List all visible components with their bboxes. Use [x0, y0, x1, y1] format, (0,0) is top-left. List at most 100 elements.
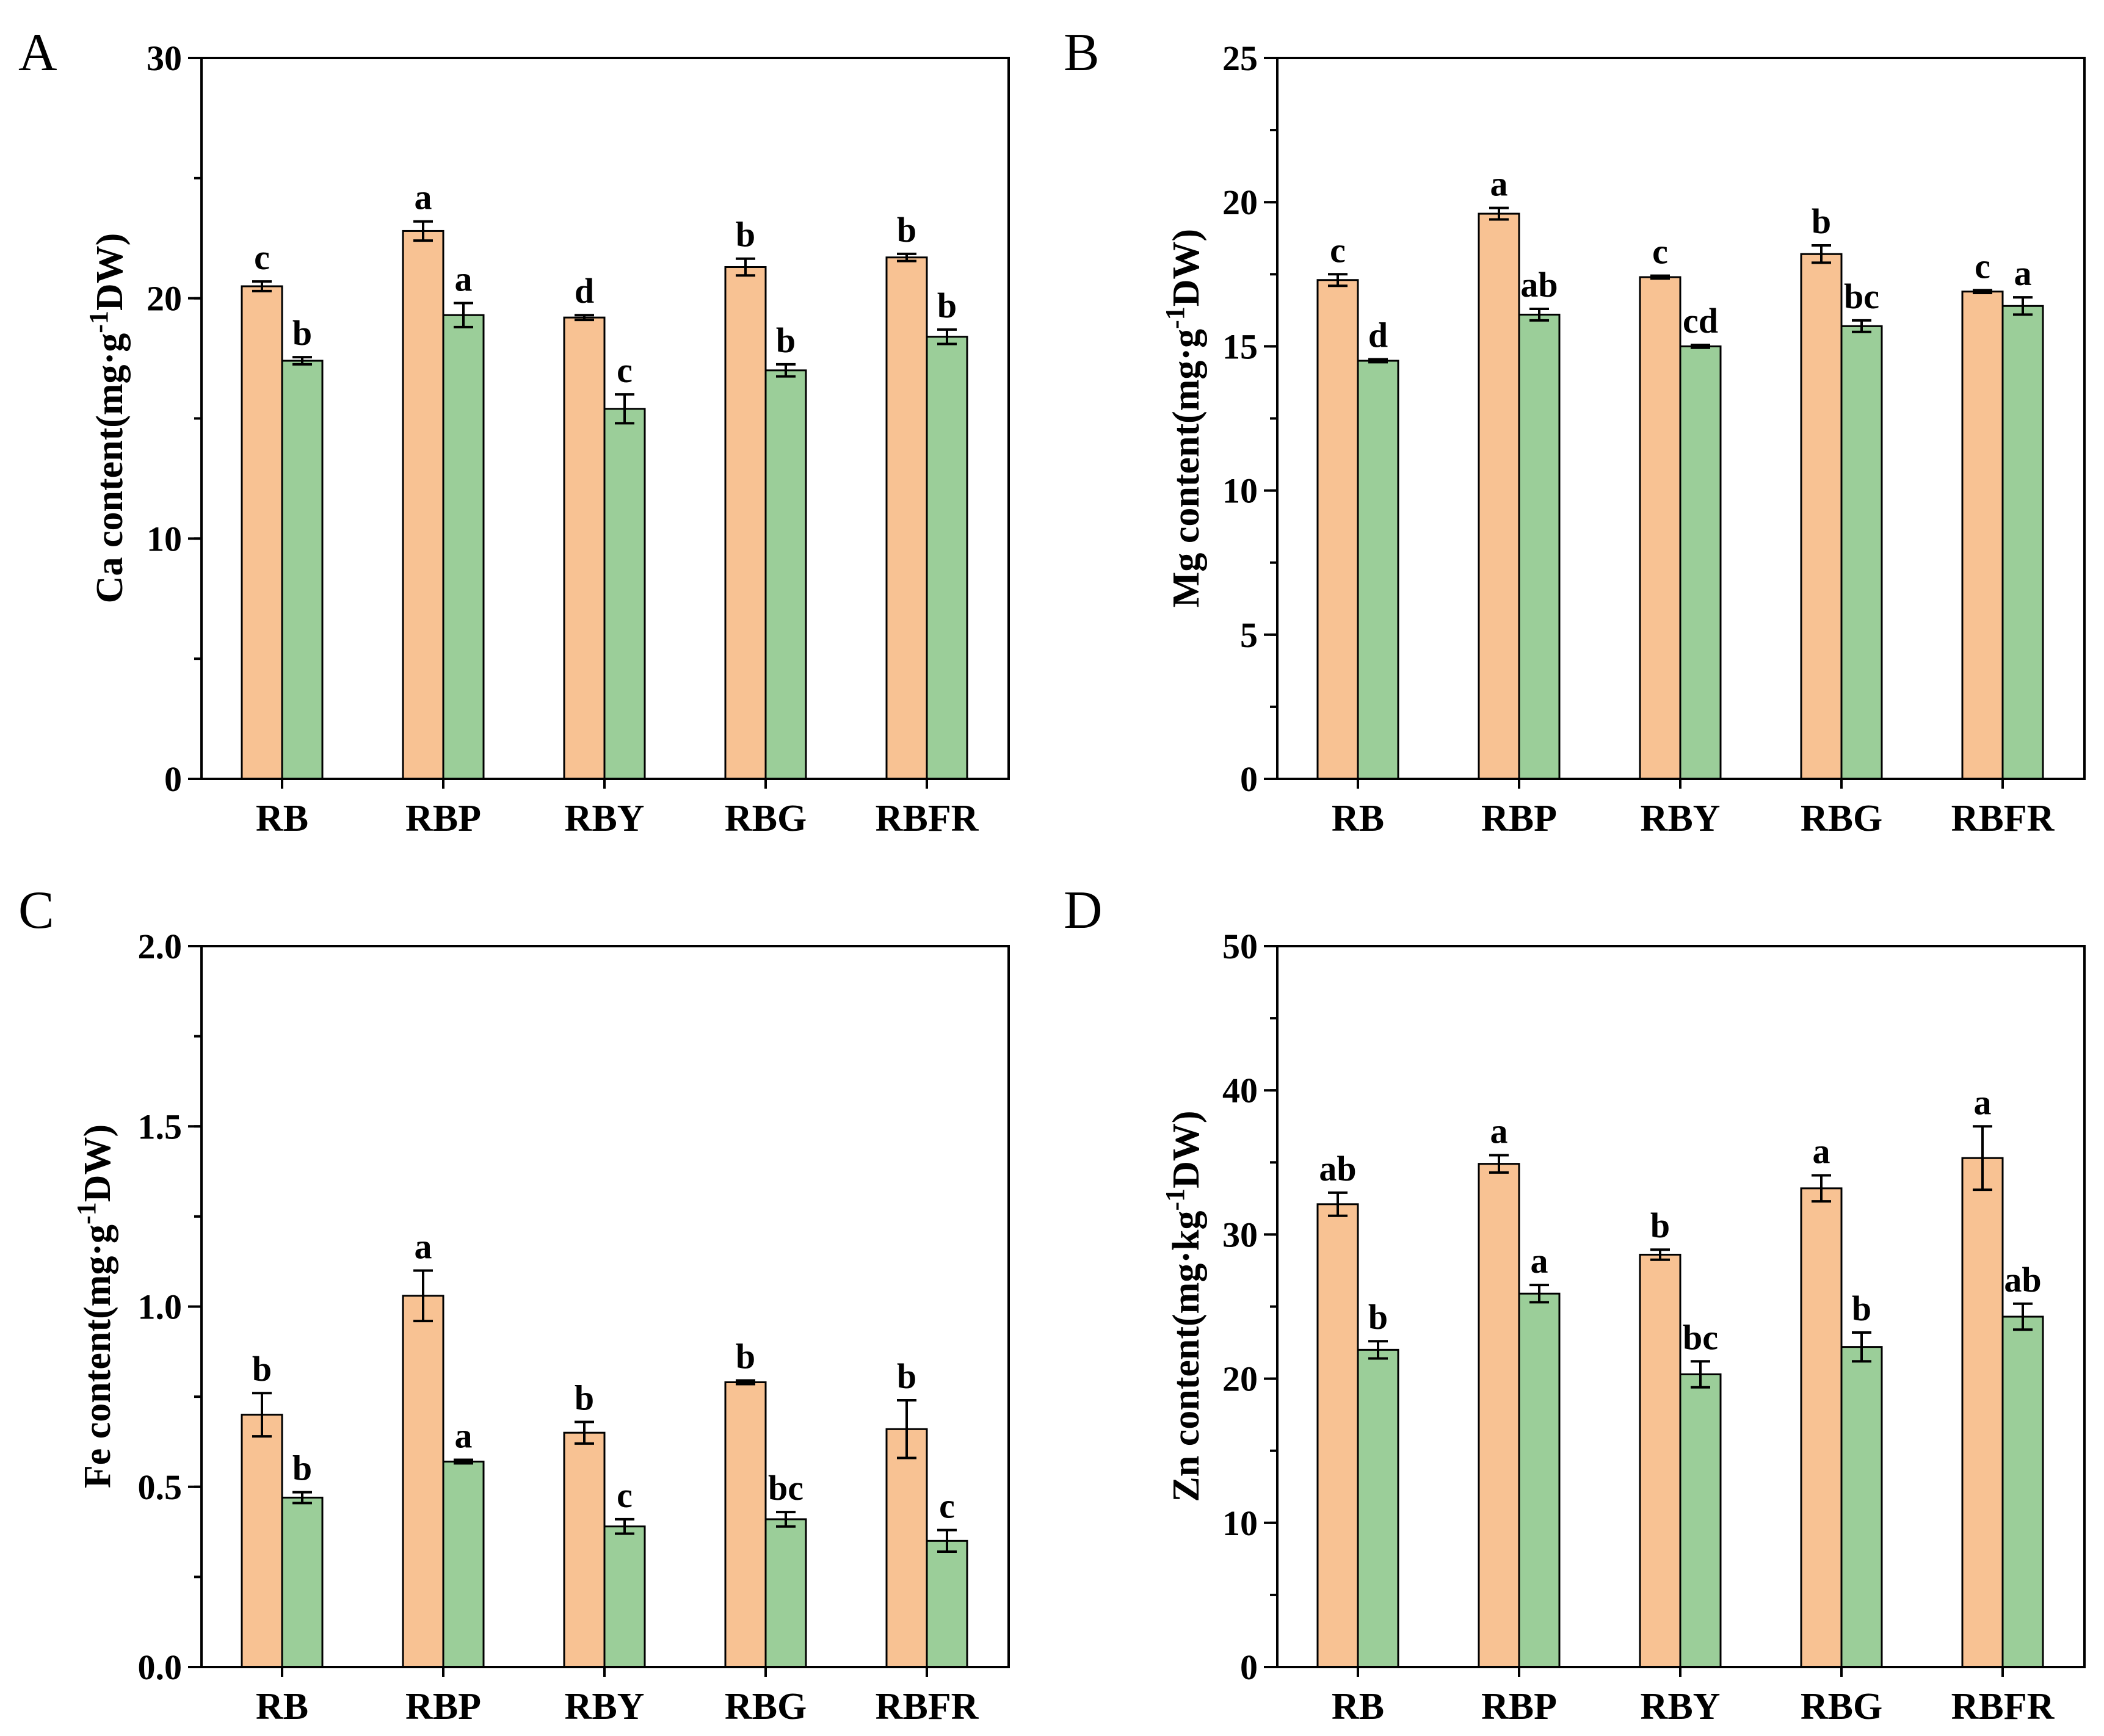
significance-label: b [1812, 201, 1831, 241]
x-tick-label: RBFR [876, 1686, 979, 1727]
bar-rbfr-series-1 [885, 256, 928, 780]
bar-rb-series-1 [1316, 279, 1359, 780]
panel-letter: B [1064, 23, 1100, 82]
bar-rb-series-2 [1357, 360, 1399, 780]
bar-rbp-series-1 [402, 1295, 444, 1668]
panel-letter: C [18, 881, 54, 940]
bar-rby-series-1 [563, 1431, 606, 1668]
bar-rbp-series-1 [1478, 212, 1520, 780]
y-tick-label: 20 [1222, 1359, 1258, 1399]
y-tick-label: 20 [1222, 183, 1258, 222]
panel-letter: D [1064, 881, 1103, 940]
bar-rb-series-1 [241, 285, 283, 780]
significance-label: d [1368, 316, 1388, 355]
bar-rbp-series-1 [1478, 1163, 1520, 1668]
y-axis-title: Zn content(mg·kg-1DW) [1160, 1110, 1207, 1502]
x-tick-label: RBG [725, 798, 807, 839]
bar-rbp-series-2 [1518, 313, 1561, 780]
significance-label: b [897, 210, 916, 250]
y-axis-title-unit: DW) [1166, 229, 1207, 306]
significance-label: ab [1520, 265, 1558, 305]
bar-rb-series-1 [241, 1414, 283, 1668]
significance-label: a [1490, 164, 1508, 204]
significance-label: c [254, 237, 270, 277]
x-tick-label: RBP [1481, 798, 1557, 839]
bar-rb-series-2 [1357, 1348, 1399, 1668]
bar-rbg-series-2 [1840, 1346, 1883, 1668]
bar-rbg-series-2 [1840, 325, 1883, 780]
x-tick-label: RBFR [876, 798, 979, 839]
x-tick-label: RB [256, 798, 308, 839]
x-tick-label: RBY [565, 1686, 645, 1727]
significance-label: b [1368, 1297, 1388, 1337]
significance-label: d [575, 271, 594, 311]
panel-d: DZn content(mg·kg-1DW) abbRBaaRBPbbcRBYab… [1064, 881, 2086, 1727]
x-tick-label: RBY [565, 798, 645, 839]
significance-label: c [939, 1486, 955, 1526]
significance-label: b [736, 1337, 755, 1376]
plot-frame [1276, 945, 2086, 1668]
x-tick-label: RB [256, 1686, 308, 1727]
significance-label: b [292, 1448, 312, 1488]
bar-rby-series-2 [603, 1525, 646, 1668]
significance-label: c [1975, 246, 1990, 286]
significance-label: a [1531, 1241, 1548, 1281]
x-tick-label: RB [1332, 798, 1384, 839]
significance-label: bc [1683, 1317, 1718, 1357]
y-tick-label: 0.0 [138, 1647, 183, 1687]
significance-label: a [1974, 1082, 1992, 1122]
significance-label: b [736, 215, 755, 255]
x-tick-label: RBG [1801, 1686, 1882, 1727]
y-axis-title-unit: DW) [1166, 1110, 1207, 1188]
y-tick-label: 0 [164, 759, 182, 799]
x-tick-label: RBFR [1951, 798, 2055, 839]
significance-label: ab [2004, 1260, 2041, 1300]
y-tick-label: 30 [147, 38, 182, 78]
significance-label: c [617, 350, 633, 390]
bar-rby-series-1 [563, 316, 606, 780]
panel-c: CFe content(mg·g-1DW)bbRBaaRBPbcRBYbbcRB… [18, 881, 1010, 1727]
bar-rbg-series-2 [764, 369, 807, 780]
panel-letter: A [18, 23, 57, 82]
bar-rbp-series-1 [402, 230, 444, 780]
y-axis-title-main: Mg content(mg·g [1166, 329, 1207, 607]
significance-label: a [455, 259, 473, 299]
bar-rbp-series-2 [442, 1460, 485, 1668]
bar-rbfr-series-1 [885, 1428, 928, 1668]
bar-rb-series-1 [1316, 1203, 1359, 1668]
x-tick-label: RBY [1641, 1686, 1721, 1727]
y-tick-label: 5 [1240, 615, 1258, 655]
significance-label: b [252, 1349, 272, 1389]
bar-rby-series-2 [603, 408, 646, 780]
significance-label: c [617, 1475, 633, 1515]
bar-rb-series-2 [281, 1496, 324, 1668]
x-tick-label: RBFR [1951, 1686, 2055, 1727]
significance-label: bc [1844, 277, 1879, 316]
y-axis-title-main: Ca content(mg·g [89, 333, 131, 604]
y-tick-label: 30 [1222, 1215, 1258, 1254]
significance-label: a [415, 1226, 432, 1266]
x-tick-label: RBG [1801, 798, 1882, 839]
y-axis-title-main: Fe content(mg·g [77, 1224, 118, 1488]
significance-label: a [1490, 1111, 1508, 1151]
y-tick-label: 2.0 [138, 927, 183, 966]
y-tick-label: 10 [1222, 471, 1258, 511]
significance-label: b [937, 286, 957, 325]
y-axis-title-superscript: -1 [1160, 1188, 1190, 1211]
y-axis-title-superscript: -1 [84, 311, 114, 333]
y-tick-label: 50 [1222, 927, 1258, 966]
plot-frame [200, 57, 1010, 780]
x-tick-label: RBG [725, 1686, 807, 1727]
bar-rbg-series-1 [1800, 253, 1843, 780]
x-tick-label: RBY [1641, 798, 1721, 839]
bar-rbg-series-1 [724, 1381, 767, 1668]
bar-rby-series-1 [1639, 1253, 1681, 1668]
y-tick-label: 20 [147, 279, 182, 319]
bar-rbfr-series-2 [926, 336, 968, 780]
y-axis-title-superscript: -1 [1160, 306, 1190, 329]
y-tick-label: 40 [1222, 1071, 1258, 1110]
y-axis-title: Mg content(mg·g-1DW) [1160, 229, 1207, 607]
y-tick-label: 1.5 [138, 1107, 183, 1146]
y-tick-label: 1.0 [138, 1287, 183, 1327]
